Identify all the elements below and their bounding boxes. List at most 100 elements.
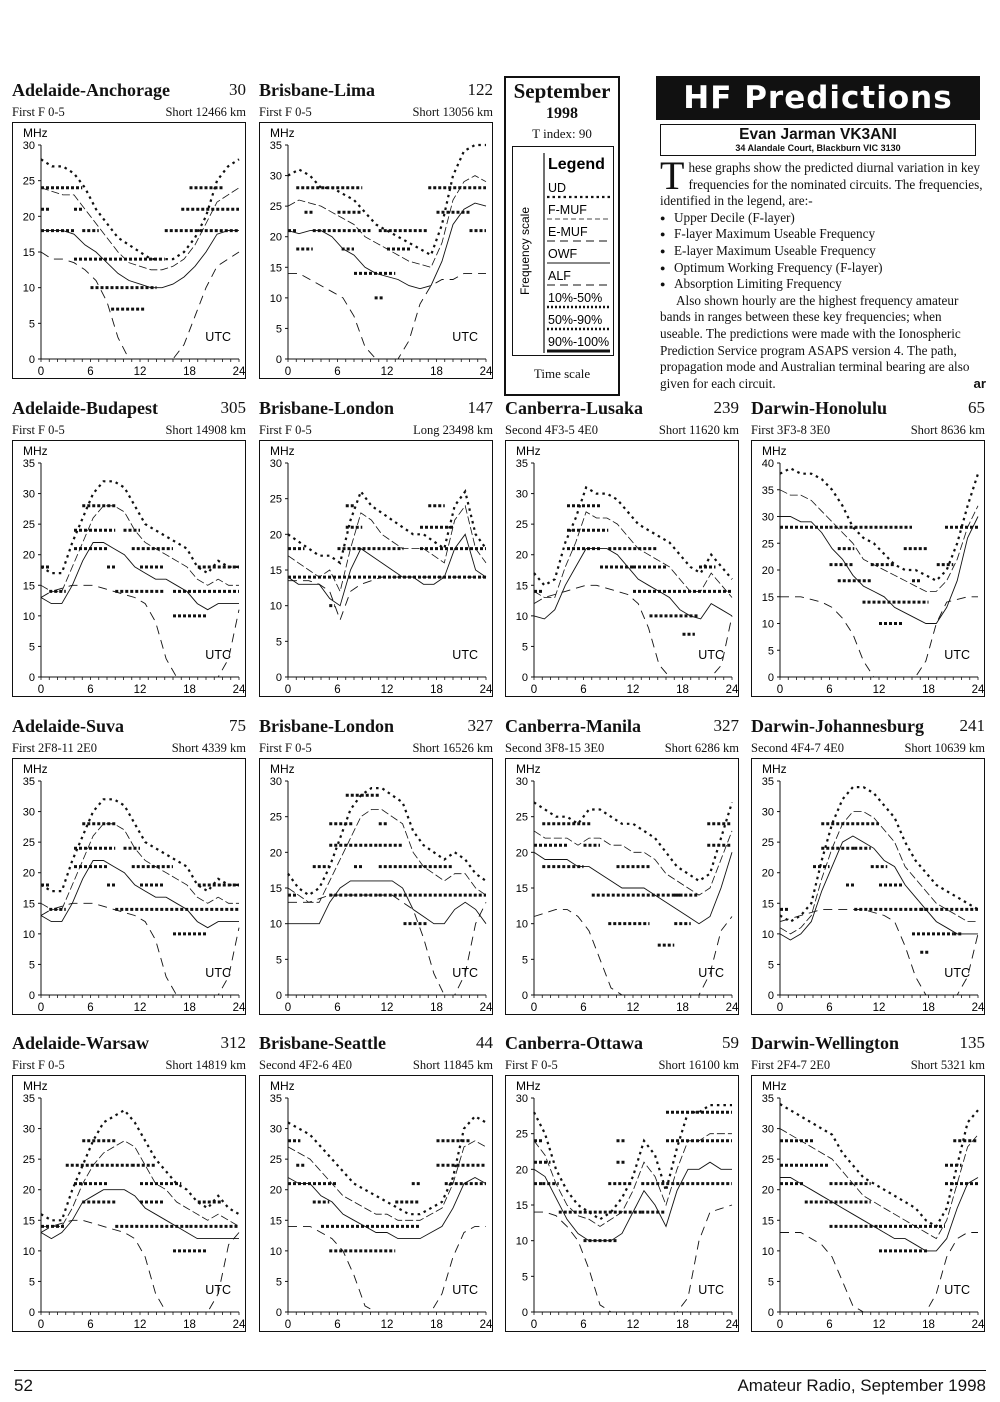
chart-box: MHz 0 5 10 15 20 25 30 0 6 12 18 24 UTC — [259, 758, 493, 1015]
y-tick-label: 15 — [516, 1200, 528, 1212]
x-tick-label: 18 — [183, 1319, 196, 1331]
chart-box: MHz 0 5 10 15 20 25 30 35 0 6 12 18 24 UTC — [259, 122, 493, 379]
path-distance: Short 16100 km — [658, 1058, 739, 1072]
y-tick-label: 30 — [23, 489, 35, 501]
chart-panel: Canberra-Manila 327 Second 3F8-15 3E0 Short… — [503, 716, 741, 1018]
y-tick-label: 10 — [762, 1246, 774, 1258]
legend-item-label-50-90: 50%-90% — [548, 313, 602, 327]
x-tick-label: 24 — [972, 1319, 984, 1331]
x-axis-label: UTC — [205, 648, 231, 662]
y-tick-label: 30 — [270, 171, 282, 183]
x-tick-label: 12 — [381, 366, 394, 378]
chart-header: Adelaide-Warsaw 312 — [12, 1033, 246, 1055]
y-tick-label: 0 — [522, 990, 528, 1002]
y-tick-label: 0 — [768, 1307, 774, 1319]
chart-header: Darwin-Wellington 135 — [751, 1033, 985, 1055]
bearing-value: 327 — [467, 716, 494, 735]
x-tick-label: 24 — [480, 366, 492, 378]
y-tick-label: 10 — [23, 929, 35, 941]
x-tick-label: 24 — [726, 1319, 738, 1331]
legend-item-label-90-100: 90%-100% — [548, 335, 609, 349]
x-axis-label: UTC — [205, 966, 231, 980]
x-tick-label: 6 — [580, 684, 586, 696]
chart-header: Darwin-Johannesburg 241 — [751, 716, 985, 738]
y-tick-label: 10 — [23, 283, 35, 295]
y-tick-label: 35 — [762, 1093, 774, 1105]
y-tick-label: 35 — [23, 458, 35, 470]
y-tick-label: 30 — [270, 1124, 282, 1136]
list-item: F-layer Maximum Useable Frequency — [660, 226, 986, 243]
owf-line — [533, 851, 733, 925]
e-muf-line — [288, 576, 486, 622]
y-tick-label: 20 — [23, 550, 35, 562]
e-muf-line — [779, 908, 979, 996]
chart-title: Canberra-Lusaka — [505, 398, 644, 418]
chart-svg: MHz 0 5 10 15 20 25 30 35 0 6 12 18 24 UTC — [516, 444, 738, 696]
f-muf-line — [40, 187, 240, 271]
y-tick-label: 15 — [762, 592, 774, 604]
chart-box: MHz 0 5 10 15 20 25 30 35 0 6 12 18 24 UTC — [751, 758, 985, 1015]
e-muf-line — [40, 584, 240, 678]
chart-svg: MHz 0 5 10 15 20 25 30 35 0 6 12 18 24 UTC — [270, 1079, 492, 1331]
chart-panel: Darwin-Honolulu 65 First 3F3-8 3E0 Short 86… — [749, 398, 987, 700]
y-tick-label: 30 — [762, 512, 774, 524]
x-tick-label: 24 — [233, 1319, 245, 1331]
y-tick-label: 30 — [270, 458, 282, 470]
y-tick-label: 10 — [23, 611, 35, 623]
chart-svg: MHz 0 5 10 15 20 25 30 35 0 6 12 18 24 UTC — [23, 1079, 245, 1331]
x-tick-label: 18 — [922, 684, 935, 696]
y-tick-label: 0 — [276, 354, 282, 366]
y-tick-label: 0 — [29, 354, 35, 366]
x-tick-label: 6 — [87, 1002, 93, 1014]
f-muf-line — [779, 1128, 979, 1240]
y-tick-label: 5 — [768, 1276, 774, 1288]
x-axis-label: UTC — [944, 966, 970, 980]
y-tick-label: 15 — [270, 262, 282, 274]
x-tick-label: 24 — [480, 684, 492, 696]
y-tick-label: 20 — [270, 1185, 282, 1197]
y-tick-label: 15 — [270, 883, 282, 895]
y-axis-label: MHz — [516, 762, 541, 776]
chart-title: Darwin-Wellington — [751, 1033, 900, 1053]
y-tick-label: 25 — [23, 837, 35, 849]
legend: Frequency scale Legend UD F-MUF E-MUF OWF ALF 1… — [512, 146, 614, 356]
x-tick-label: 18 — [676, 1319, 689, 1331]
bearing-value: 239 — [713, 398, 740, 417]
x-tick-label: 0 — [38, 1002, 44, 1014]
x-tick-label: 6 — [334, 684, 340, 696]
chart-header: Adelaide-Anchorage 30 — [12, 80, 246, 102]
f-muf-line — [779, 811, 978, 935]
y-tick-label: 5 — [522, 641, 528, 653]
y-tick-label: 30 — [270, 776, 282, 788]
y-tick-label: 35 — [270, 140, 282, 152]
upper-decile-line — [287, 488, 487, 565]
propagation-mode: First F 0-5 — [259, 423, 312, 437]
y-tick-label: 5 — [276, 954, 282, 966]
path-distance: Short 11845 km — [412, 1058, 493, 1072]
y-axis-label: MHz — [23, 1079, 48, 1093]
f-muf-line — [287, 175, 487, 268]
y-tick-label: 25 — [516, 812, 528, 824]
path-distance: Short 4339 km — [171, 741, 246, 755]
y-tick-label: 35 — [516, 458, 528, 470]
x-tick-label: 18 — [922, 1319, 935, 1331]
y-tick-label: 20 — [516, 550, 528, 562]
chart-box: MHz 0 5 10 15 20 25 30 35 0 6 12 18 24 UTC — [12, 758, 246, 1015]
x-axis-label: UTC — [944, 648, 970, 662]
x-axis-label: UTC — [698, 648, 724, 662]
y-tick-label: 20 — [762, 1185, 774, 1197]
x-axis-label: UTC — [452, 1283, 478, 1297]
x-tick-label: 12 — [381, 1002, 394, 1014]
y-tick-label: 30 — [762, 1124, 774, 1136]
y-tick-label: 10 — [270, 919, 282, 931]
chart-title: Canberra-Ottawa — [505, 1033, 643, 1053]
x-tick-label: 24 — [480, 1002, 492, 1014]
chart-box: MHz 0 5 10 15 20 25 30 0 6 12 18 24 UTC — [12, 122, 246, 379]
chart-box: MHz 0 5 10 15 20 25 30 35 0 6 12 18 24 UTC — [505, 440, 739, 697]
x-tick-label: 24 — [233, 366, 245, 378]
x-tick-label: 0 — [531, 684, 537, 696]
